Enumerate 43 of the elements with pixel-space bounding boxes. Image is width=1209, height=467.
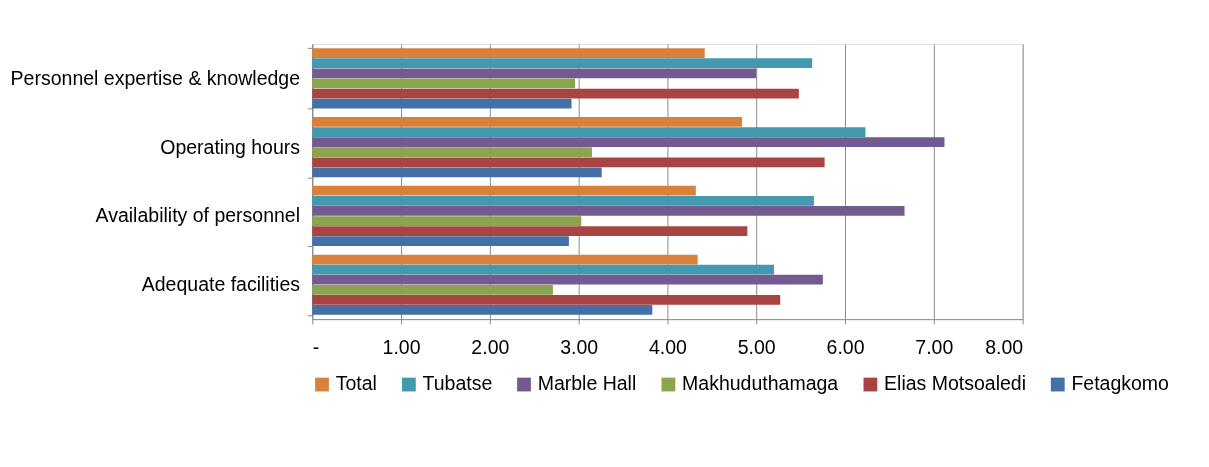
bar [312,274,823,285]
x-tick-label: 8.00 [985,335,1024,358]
bar [312,254,698,265]
x-tick-label: 2.00 [471,335,510,358]
x-tick-label: 6.00 [826,335,865,358]
bar [312,226,748,236]
bar [312,305,653,315]
bar [312,157,825,168]
bar [312,98,572,109]
legend-label: Fetagkomo [1071,372,1170,395]
bar [312,88,799,99]
bar [312,167,602,178]
x-tick-label: 3.00 [560,335,599,358]
bar [312,264,774,275]
y-tick-label: Adequate facilities [141,273,301,296]
bar [312,185,696,196]
bar [312,48,705,59]
y-tick-label: Operating hours [160,135,301,158]
bar [312,78,576,89]
bar [312,284,553,295]
bar [312,295,781,305]
x-tick-label: 7.00 [915,335,954,358]
legend-label: Makhuduthamaga [682,372,839,395]
bar [312,206,905,216]
y-tick-label: Personnel expertise & knowledge [10,66,301,89]
bar [312,236,569,247]
x-tick-label: 5.00 [737,335,776,358]
x-tick-label: 1.00 [382,335,421,358]
legend-label: Marble Hall [537,372,637,395]
legend-label: Elias Motsoaledi [884,372,1027,395]
legend-label: Tubatse [422,372,493,395]
bar [312,127,866,137]
x-tick-label: 4.00 [648,335,688,358]
legend-label: Total [335,372,377,395]
y-tick-label: Availability of personnel [95,204,301,227]
x-tick-label: - [312,335,320,358]
bar [312,216,582,226]
bar [312,117,743,127]
bar [312,137,945,148]
bar [312,58,813,69]
bar [312,147,592,158]
bar [312,195,814,206]
bar [312,68,757,79]
